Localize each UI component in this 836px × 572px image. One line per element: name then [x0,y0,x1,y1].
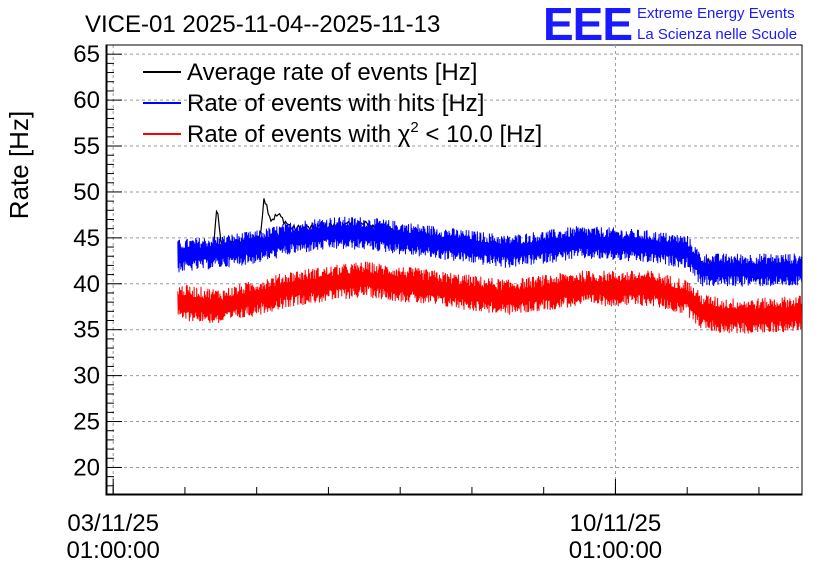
x-tick-label-date: 03/11/25 [67,510,159,537]
y-tick-label: 45 [73,225,100,252]
logo-line1: Extreme Energy Events [637,5,795,22]
legend-chi2-superscript: 2 [410,119,418,136]
y-tick-label: 65 [73,41,100,68]
x-tick-label-time: 01:00:00 [66,537,159,564]
y-tick-label: 35 [73,317,100,344]
chart-title: VICE-01 2025-11-04--2025-11-13 [85,11,440,38]
series-hits-rate [177,216,803,287]
legend-label-hits: Rate of events with hits [Hz] [187,90,484,117]
legend-chi2-symbol: χ [398,121,411,148]
legend-label-avg: Average rate of events [Hz] [187,59,477,86]
y-axis: 20 25 30 35 40 45 50 55 60 65 [73,41,122,496]
x-tick-label-date: 10/11/25 [570,510,662,537]
series-chi2-rate [177,261,803,334]
x-tick-label-time: 01:00:00 [569,537,662,564]
y-tick-label: 25 [73,409,100,436]
y-axis-label: Rate [Hz] [4,111,34,219]
eee-logo: EEE Extreme Energy Events La Scienza nel… [543,0,797,50]
plot-frame [105,44,803,496]
y-tick-label: 60 [73,87,100,114]
y-tick-label: 50 [73,179,100,206]
legend: Average rate of events [Hz] Rate of even… [143,59,542,148]
y-tick-label: 20 [73,454,100,481]
logo-line2: La Scienza nelle Scuole [637,26,797,43]
legend-label-chi2: Rate of events with χ2 < 10.0 [Hz] [187,119,542,148]
legend-chi2-suffix: < 10.0 [Hz] [419,121,542,148]
y-tick-label: 30 [73,363,100,390]
eee-logo-mark: EEE [543,0,632,50]
y-tick-label: 55 [73,133,100,160]
y-tick-label: 40 [73,271,100,298]
data-series [177,198,803,334]
legend-chi2-prefix: Rate of events with [187,121,398,148]
